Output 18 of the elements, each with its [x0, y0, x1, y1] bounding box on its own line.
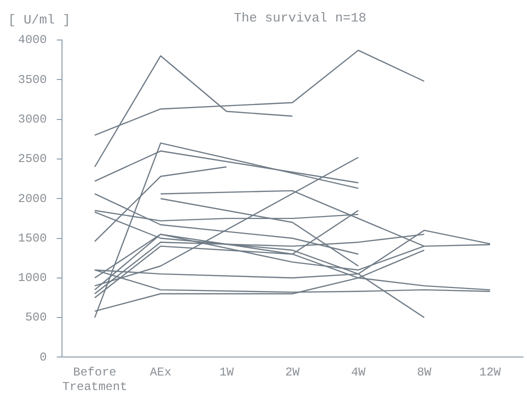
y-tick-label: 3500 — [18, 72, 47, 87]
x-tick-label: 8W — [416, 366, 432, 380]
y-tick-label: 2500 — [18, 152, 47, 166]
y-tick-label: 1500 — [18, 231, 47, 246]
y-tick-label: 2000 — [18, 192, 47, 206]
y-tick-label: 3000 — [18, 112, 47, 126]
y-tick-label: 1000 — [18, 271, 47, 286]
x-tick-label: 12W — [479, 366, 502, 380]
y-tick-label: 4000 — [18, 33, 47, 48]
x-tick-label: Before Treatment — [62, 366, 128, 394]
y-tick-label: 0 — [40, 350, 47, 364]
y-tick-label: 500 — [25, 310, 47, 325]
chart-title: The survival n=18 — [234, 10, 366, 26]
x-tick-label: 2W — [285, 366, 300, 380]
x-tick-label: AEx — [150, 366, 172, 380]
y-axis-title: [ U/ml ] — [8, 12, 70, 28]
x-tick-label: 1W — [219, 366, 235, 380]
x-tick-label: 4W — [351, 366, 366, 380]
